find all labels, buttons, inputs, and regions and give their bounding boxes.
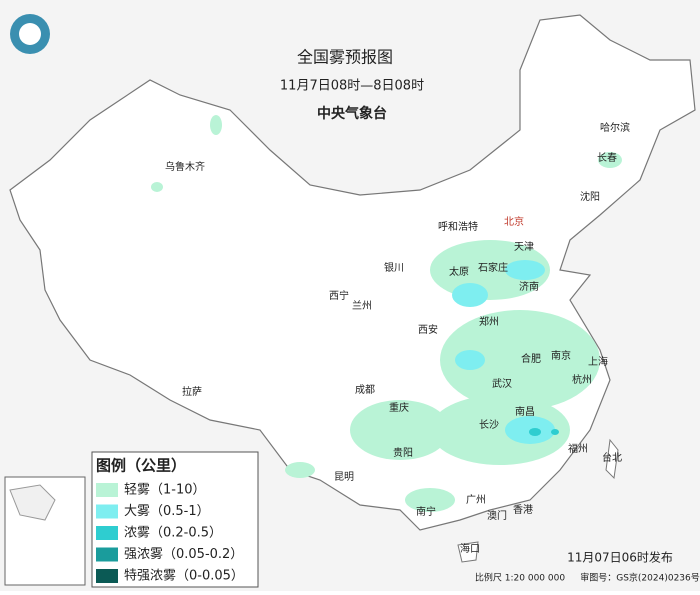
title: 全国雾预报图 [297,48,393,67]
legend-swatch [96,569,118,583]
city-label: 台北 [602,451,622,464]
city-label: 济南 [519,280,539,293]
city-label: 沈阳 [580,190,600,203]
city-label: 昆明 [334,471,354,483]
city-label: 西安 [418,323,438,336]
legend-label: 强浓雾（0.05-0.2） [124,547,243,562]
city-label: 香港 [513,504,533,516]
city-label: 重庆 [389,401,409,414]
city-label: 石家庄 [478,261,508,274]
city-label: 武汉 [492,377,512,390]
city-label: 南京 [551,349,571,362]
city-label: 海口 [460,542,480,555]
legend-swatch [96,504,118,519]
city-label: 天津 [514,241,534,253]
logo-inner [19,23,41,45]
city-label: 呼和浩特 [438,221,478,233]
legend-box [91,451,259,588]
issuer: 中央气象台 [317,105,387,122]
city-label: 太原 [449,265,469,278]
fog-areas [151,115,622,512]
legend-label: 轻雾（1-10） [124,483,206,498]
city-label: 杭州 [572,373,592,386]
city-label: 哈尔滨 [600,121,630,134]
city-label: 上海 [588,355,608,368]
legend-label: 浓雾（0.2-0.5） [124,526,222,541]
subtitle: 11月7日08时—8日08时 [280,79,424,94]
taiwan [605,438,619,480]
legend-swatch [96,526,118,540]
hainan [457,541,479,563]
city-label: 广州 [466,494,486,506]
city-label: 乌鲁木齐 [165,160,205,173]
city-label: 合肥 [521,352,541,365]
legend-swatch [96,483,118,497]
scale: 比例尺 1:20 000 000 [475,572,565,584]
inset-land [9,484,56,521]
city-label: 郑州 [479,315,499,328]
city-label: 福州 [568,442,588,455]
city-label: 南宁 [416,505,436,518]
city-label: 西宁 [329,289,349,302]
legend: 图例（公里） 轻雾（1-10） 大雾（0.5-1） 浓雾（0.2-0.5） 强浓雾（0… [91,451,259,588]
legend-swatch [96,547,118,562]
legend-label: 特强浓雾（0-0.05） [124,569,244,584]
city-label: 北京 [504,215,524,228]
legend-label: 大雾（0.5-1） [124,504,210,519]
map-number: 审图号：GS京(2024)0236号 [580,572,700,584]
city-labels: 乌鲁木齐 哈尔滨 长春 沈阳 呼和浩特 北京 天津 石家庄 太原 银川 济南 西… [165,121,630,555]
city-label: 银川 [384,261,404,274]
city-label: 拉萨 [182,385,202,398]
legend-title: 图例（公里） [96,457,186,475]
city-label: 澳门 [487,509,507,522]
city-label: 长沙 [479,419,499,431]
city-label: 长春 [597,152,617,164]
city-label: 南昌 [515,405,535,418]
city-label: 成都 [355,384,375,396]
issued-time: 11月07日06时发布 [567,550,673,565]
city-label: 贵阳 [393,446,413,459]
city-label: 兰州 [352,299,372,312]
